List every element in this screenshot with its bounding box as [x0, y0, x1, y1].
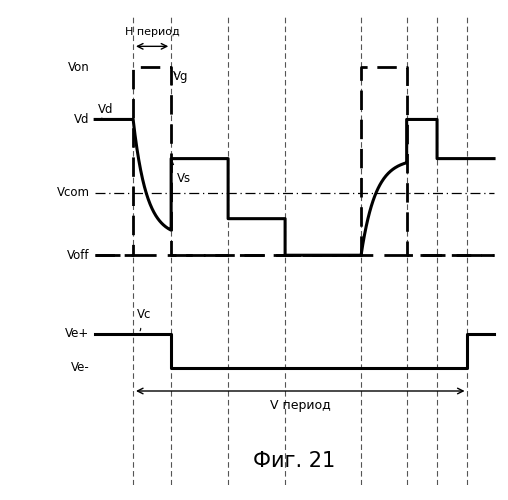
Text: Vc: Vc — [137, 308, 151, 320]
Text: V период: V период — [270, 399, 331, 412]
Text: Vs: Vs — [177, 172, 191, 184]
Text: H период: H период — [125, 27, 179, 37]
Text: Von: Von — [68, 60, 89, 74]
Text: Ve+: Ve+ — [65, 327, 89, 340]
Text: Vd: Vd — [98, 102, 114, 116]
Text: Фиг. 21: Фиг. 21 — [253, 451, 336, 471]
Text: Vcom: Vcom — [56, 186, 89, 199]
Text: Voff: Voff — [67, 248, 89, 262]
Text: Vg: Vg — [173, 70, 188, 83]
Text: Ve-: Ve- — [71, 361, 89, 374]
Text: Vd: Vd — [74, 113, 89, 126]
